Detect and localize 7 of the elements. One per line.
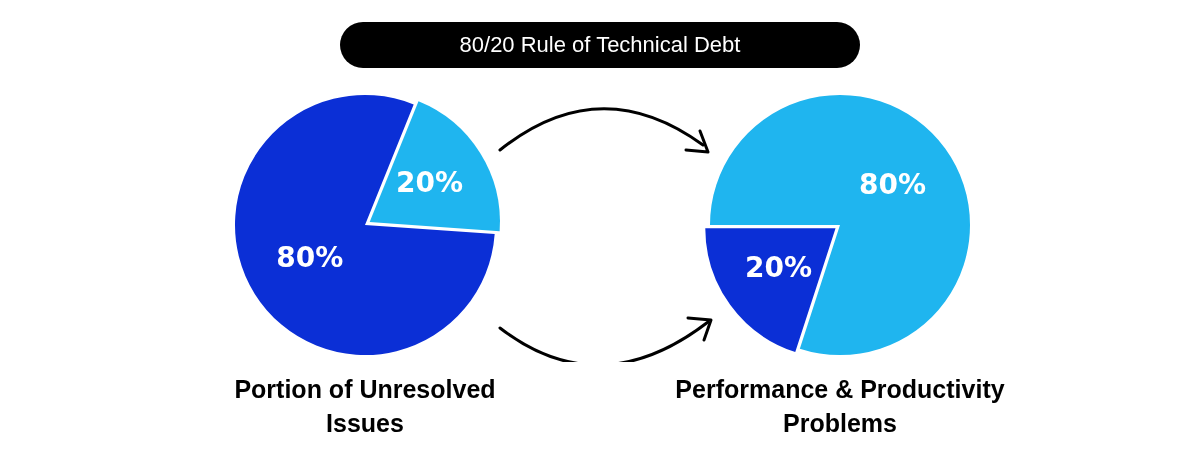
data-label: 80% xyxy=(276,240,344,274)
data-label: 20% xyxy=(395,166,463,200)
text: Performance & Productivity Problems xyxy=(674,374,1006,439)
data-label: 80% xyxy=(859,168,927,202)
text: Portion of Unresolved Issues xyxy=(233,374,497,439)
data-label: 20% xyxy=(745,250,813,284)
text: 80/20 Rule of Technical Debt xyxy=(340,22,860,68)
